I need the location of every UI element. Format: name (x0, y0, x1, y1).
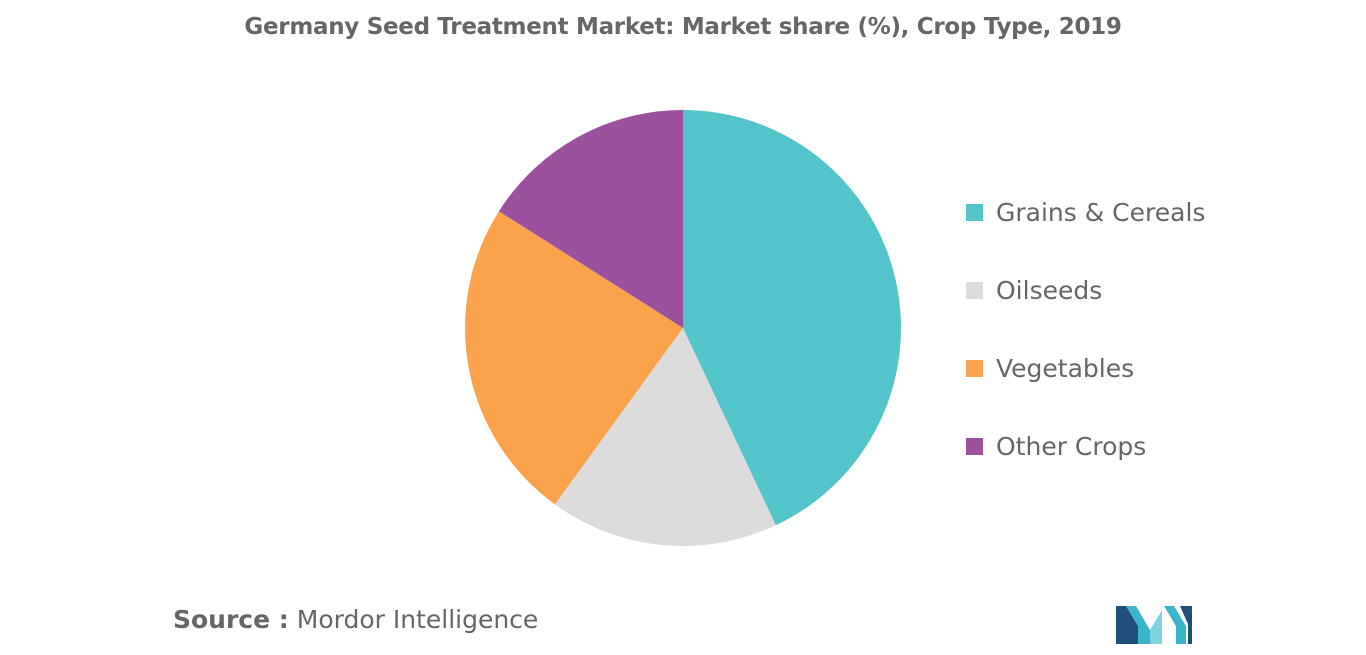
legend-label: Grains & Cereals (996, 197, 1206, 227)
logo-shape-right (1164, 606, 1186, 644)
pie-slice-oilseeds (554, 328, 776, 547)
pie-slice-other-crops (498, 110, 683, 328)
chart-title: Germany Seed Treatment Market: Market sh… (244, 14, 1122, 40)
legend-item-vegetables: Vegetables (966, 348, 1346, 388)
logo-shape-middle (1150, 610, 1162, 644)
logo-shape-left-accent (1126, 606, 1150, 644)
legend-label: Vegetables (996, 353, 1135, 383)
legend-swatch (966, 203, 983, 221)
source-text: Mordor Intelligence (296, 605, 539, 634)
source-prefix: Source : (173, 605, 289, 634)
pie-slice-grains-cereals (683, 110, 901, 526)
legend-label: Other Crops (996, 431, 1147, 461)
source-note: Source : Mordor Intelligence (173, 605, 538, 634)
legend-label: Oilseeds (996, 275, 1103, 305)
mordor-intelligence-logo (1116, 606, 1192, 644)
legend-item-oilseeds: Oilseeds (966, 270, 1346, 310)
legend-item-grains-cereals: Grains & Cereals (966, 192, 1346, 232)
legend-swatch (966, 437, 983, 455)
logo-shape-right-bar (1180, 606, 1192, 644)
pie-slice-vegetables (464, 211, 683, 505)
legend-swatch (966, 359, 983, 377)
logo-shape-left (1116, 606, 1138, 644)
legend-item-other-crops: Other Crops (966, 426, 1346, 466)
legend-swatch (966, 281, 983, 299)
